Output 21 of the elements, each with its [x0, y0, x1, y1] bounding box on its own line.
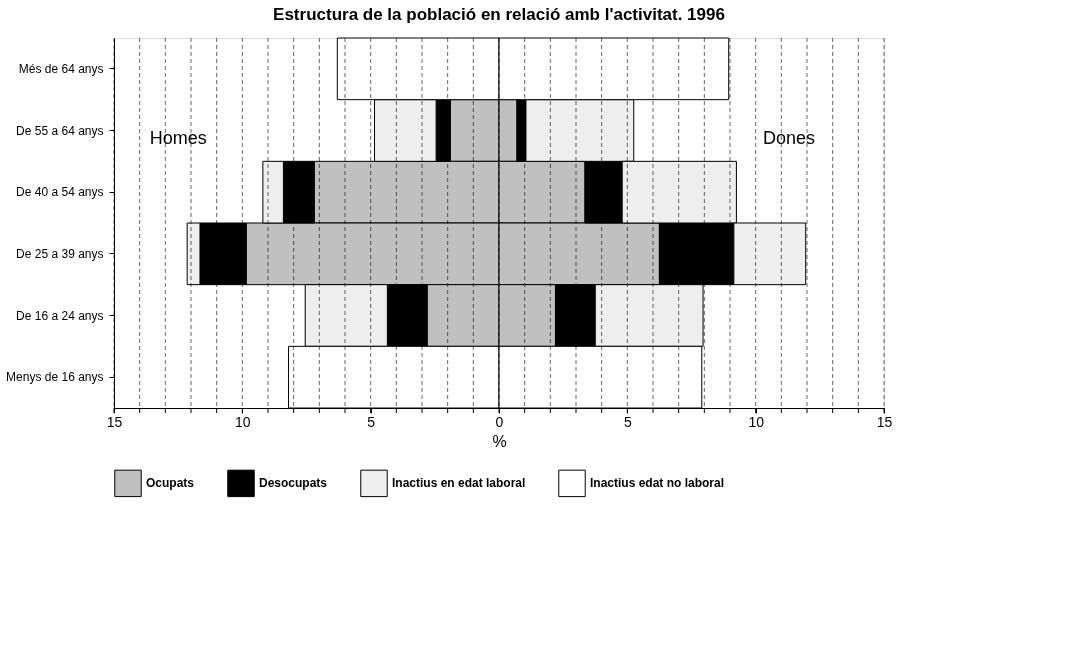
y-tick-label: De 16 a 24 anys	[16, 308, 104, 323]
y-tick-label: De 40 a 54 anys	[16, 185, 104, 200]
y-tick-label: Menys de 16 anys	[6, 370, 104, 385]
y-tick-label: De 55 a 64 anys	[16, 123, 104, 138]
legend-label: Inactius en edat laboral	[392, 476, 526, 491]
legend-label: Inactius edat no laboral	[590, 476, 725, 491]
legend-label: Desocupats	[259, 476, 328, 491]
x-axis-title: %	[492, 432, 507, 450]
x-tick-label: 0	[495, 413, 504, 430]
annotation: Homes	[149, 127, 207, 148]
x-tick-label: 5	[367, 413, 376, 430]
chart-title: Estructura de la població en relació amb l'activitat. 1996	[273, 4, 725, 24]
x-tick-label: 5	[623, 413, 632, 430]
x-tick-label: 10	[748, 413, 765, 430]
x-tick-label: 10	[235, 413, 251, 430]
legend-label: Ocupats	[146, 476, 195, 491]
y-tick-label: Més de 64 anys	[18, 61, 104, 76]
annotation: Dones	[763, 127, 816, 148]
y-tick-label: De 25 a 39 anys	[16, 246, 104, 261]
x-tick-label: 15	[106, 413, 123, 430]
x-tick-label: 15	[876, 413, 893, 430]
